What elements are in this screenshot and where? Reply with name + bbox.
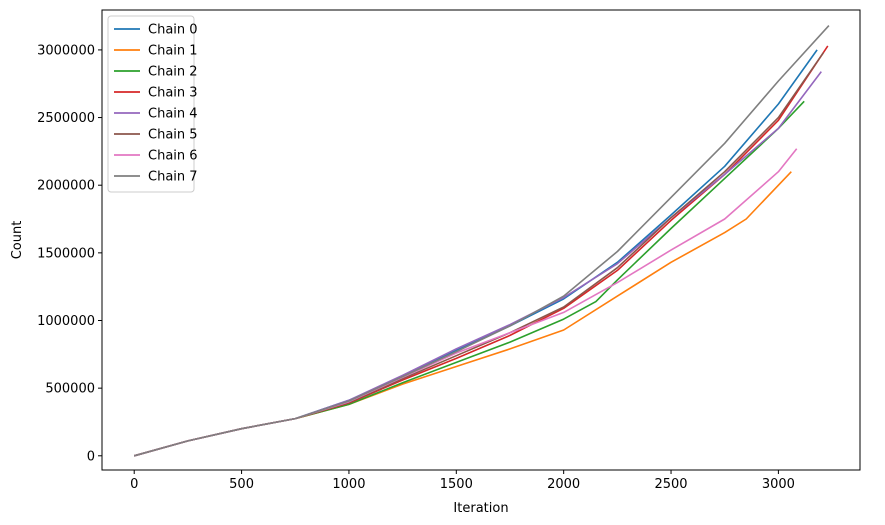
series-line-7 (133, 25, 830, 457)
x-tick-label: 1500 (440, 477, 473, 492)
x-tick-label: 3000 (762, 477, 795, 492)
y-tick-label: 2500000 (37, 111, 95, 126)
legend-label: Chain 7 (148, 170, 198, 185)
x-tick-label: 2500 (654, 477, 687, 492)
legend-label: Chain 3 (148, 86, 198, 101)
y-tick-label: 1000000 (37, 314, 95, 329)
x-tick-label: 0 (130, 477, 138, 492)
y-tick-label: 1500000 (37, 246, 95, 261)
legend: Chain 0 Chain 1 Chain 2 Chain 3 Chain 4 Chain… (107, 15, 198, 193)
legend-label: Chain 4 (148, 107, 198, 122)
legend-label: Chain 0 (148, 23, 198, 38)
y-tick-label: 0 (87, 449, 95, 464)
y-axis: 0 500000 1000000 1500000 2000000 2500000 30000… (37, 43, 102, 464)
x-tick-label: 500 (229, 477, 254, 492)
legend-label: Chain 6 (148, 149, 198, 164)
legend-label: Chain 5 (148, 128, 198, 143)
y-tick-label: 3000000 (37, 43, 95, 58)
x-axis-label: Iteration (453, 501, 508, 516)
x-axis: 0 500 1000 1500 2000 2500 3000 (130, 470, 795, 492)
y-tick-label: 2000000 (37, 179, 95, 194)
plot-frame (101, 9, 861, 471)
plot-area (101, 9, 861, 471)
legend-box (107, 15, 195, 193)
y-tick-label: 500000 (45, 382, 95, 397)
legend-label: Chain 1 (148, 44, 198, 59)
legend-label: Chain 2 (148, 65, 198, 80)
x-tick-label: 2000 (547, 477, 580, 492)
series-layer (133, 25, 830, 457)
y-axis-label: Count (10, 221, 25, 260)
x-tick-label: 1000 (332, 477, 365, 492)
